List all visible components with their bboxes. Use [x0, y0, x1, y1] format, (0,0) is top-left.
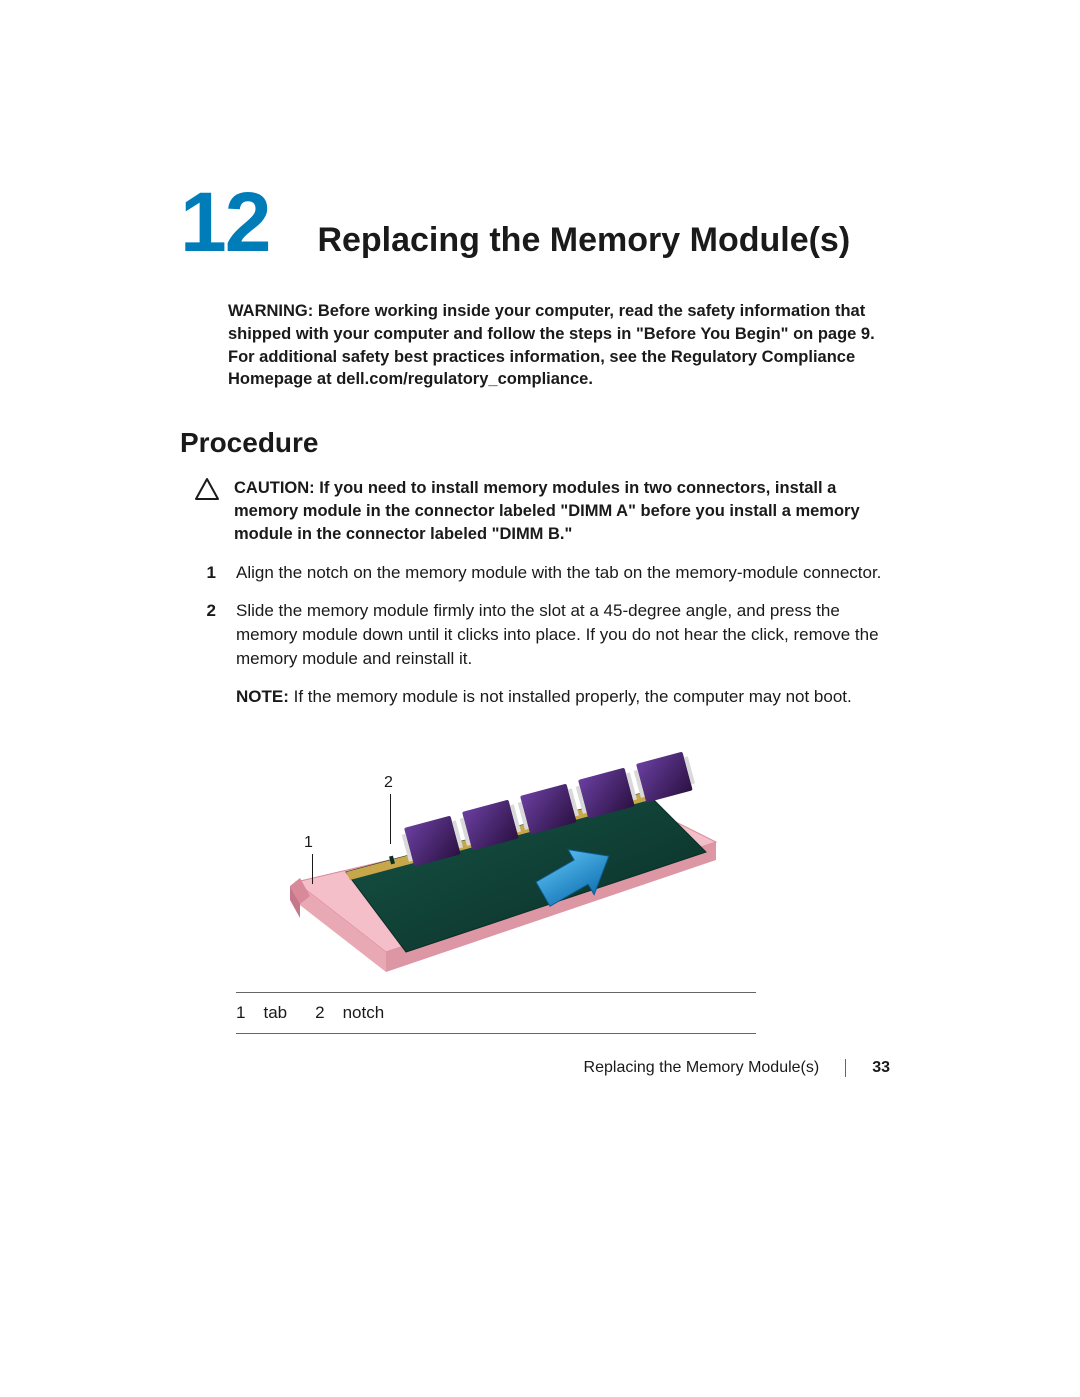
step-text: Slide the memory module firmly into the …	[236, 599, 890, 670]
figure-legend: 1 tab 2 notch	[236, 992, 756, 1034]
chapter-number: 12	[180, 180, 269, 264]
legend-item: 1 tab	[236, 1003, 287, 1023]
caution-label: CAUTION:	[234, 479, 315, 497]
warning-block: WARNING: Before working inside your comp…	[228, 300, 890, 391]
footer-divider	[845, 1059, 846, 1077]
step-number: 1	[202, 561, 216, 585]
warning-text: Before working inside your computer, rea…	[228, 302, 875, 388]
callout-1-line	[312, 854, 313, 884]
section-title: Procedure	[180, 427, 890, 459]
chapter-title: Replacing the Memory Module(s)	[317, 221, 850, 260]
note-block: NOTE: If the memory module is not instal…	[236, 685, 890, 709]
warning-label: WARNING:	[228, 302, 313, 320]
caution-triangle-icon	[194, 477, 220, 501]
footer-page-number: 33	[872, 1059, 890, 1077]
legend-item: 2 notch	[315, 1003, 384, 1023]
caution-row: CAUTION: If you need to install memory m…	[194, 477, 890, 545]
legend-row: 1 tab 2 notch	[236, 1003, 756, 1023]
footer-title: Replacing the Memory Module(s)	[584, 1059, 820, 1077]
page: 12 Replacing the Memory Module(s) WARNIN…	[0, 0, 1080, 1397]
step-row: 2 Slide the memory module firmly into th…	[202, 599, 890, 670]
legend-num: 1	[236, 1003, 245, 1023]
legend-label: tab	[263, 1003, 287, 1023]
memory-module-svg	[236, 732, 796, 992]
step-number: 2	[202, 599, 216, 670]
note-text: If the memory module is not installed pr…	[294, 687, 852, 706]
callout-2-label: 2	[384, 774, 393, 792]
caution-text-wrap: CAUTION: If you need to install memory m…	[234, 477, 890, 545]
figure-wrap: 1 2	[236, 732, 796, 992]
caution-text: If you need to install memory modules in…	[234, 479, 860, 543]
chapter-header: 12 Replacing the Memory Module(s)	[180, 180, 890, 264]
memory-module-figure: 1 2	[236, 732, 796, 992]
callout-1-label: 1	[304, 834, 313, 852]
callout-2-line	[390, 794, 391, 844]
note-label: NOTE:	[236, 687, 289, 706]
step-row: 1 Align the notch on the memory module w…	[202, 561, 890, 585]
legend-label: notch	[343, 1003, 385, 1023]
legend-num: 2	[315, 1003, 324, 1023]
page-footer: Replacing the Memory Module(s) 33	[584, 1059, 890, 1077]
step-text: Align the notch on the memory module wit…	[236, 561, 890, 585]
